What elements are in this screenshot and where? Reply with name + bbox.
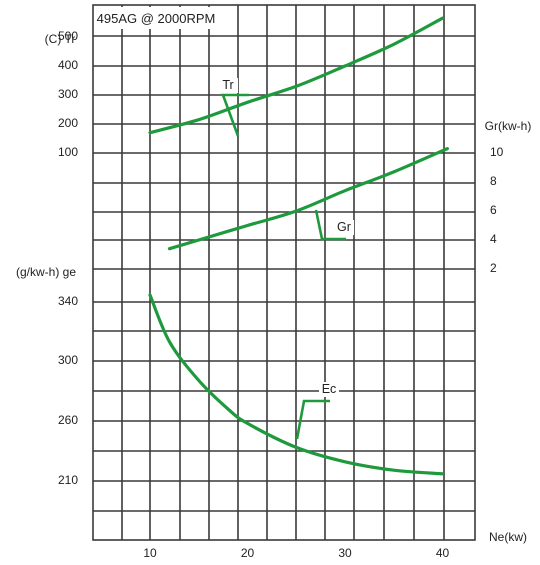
- x-tick-label: 40: [436, 546, 450, 560]
- series-label-background: [334, 220, 354, 235]
- series-label-gr: Gr: [337, 220, 351, 234]
- series-leader-tr: [221, 93, 249, 137]
- consumption-axis-label: (g/kw-h) ge: [16, 265, 76, 279]
- torque-tick-label: 100: [58, 145, 78, 159]
- series-label-background: [319, 382, 339, 397]
- series-label-tr: Tr: [222, 78, 233, 92]
- power-tick-label: 4: [490, 232, 497, 246]
- series-leader-ec: [295, 399, 330, 440]
- series-leader-gr: [314, 209, 346, 241]
- consumption-tick-label: 210: [58, 473, 78, 487]
- title-background: [95, 7, 217, 29]
- torque-tick-label: 400: [58, 58, 78, 72]
- torque-tick-label: 500: [58, 29, 78, 43]
- torque-axis-label: (C) Tr: [45, 32, 76, 46]
- torque-tick-label: 200: [58, 116, 78, 130]
- x-axis-label: Ne(kw): [489, 530, 527, 544]
- power-tick-label: 10: [490, 145, 504, 159]
- x-tick-label: 30: [338, 546, 352, 560]
- chart-grid: [93, 5, 475, 540]
- tick-labels: 100 200 300 400 500 2 4 6 8 10 210 260 300 340 10 20 30 4…: [58, 29, 504, 560]
- series-line-tr: [148, 16, 445, 135]
- chart-title: 495AG @ 2000RPM: [97, 11, 216, 26]
- power-tick-label: 8: [490, 174, 497, 188]
- plot-frame: [92, 4, 476, 541]
- power-tick-label: 6: [490, 203, 497, 217]
- series-line-ec: [148, 293, 445, 476]
- torque-tick-label: 300: [58, 87, 78, 101]
- consumption-tick-label: 300: [58, 353, 78, 367]
- consumption-tick-label: 260: [58, 413, 78, 427]
- series-label-background: [218, 78, 238, 93]
- x-tick-label: 10: [143, 546, 157, 560]
- series-lines: Tr Gr Ec: [148, 16, 449, 476]
- consumption-tick-label: 340: [58, 294, 78, 308]
- power-tick-label: 2: [490, 261, 497, 275]
- series-label-ec: Ec: [322, 382, 337, 396]
- x-tick-label: 20: [241, 546, 255, 560]
- series-line-gr: [167, 147, 449, 251]
- power-axis-label: Gr(kw-h): [485, 119, 532, 133]
